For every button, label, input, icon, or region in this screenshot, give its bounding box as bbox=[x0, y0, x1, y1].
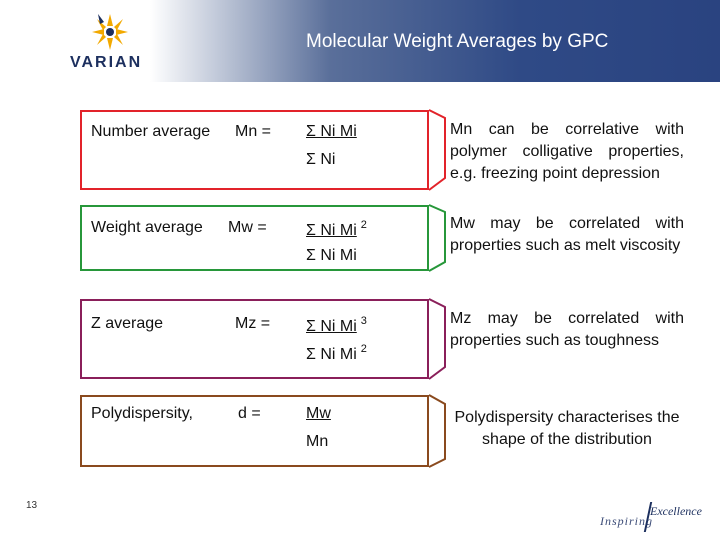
formula-box-z-average bbox=[80, 299, 429, 379]
connector-weight-average bbox=[428, 204, 446, 272]
denominator-polydispersity: Mn bbox=[306, 433, 329, 450]
row-symbol-z-average: Mz = bbox=[235, 315, 271, 332]
inspiring-excellence-logo: Inspiring Excellence bbox=[596, 500, 714, 536]
row-label-polydispersity: Polydispersity, bbox=[91, 405, 193, 422]
connector-polydispersity bbox=[428, 394, 446, 468]
page-number: 13 bbox=[26, 500, 38, 511]
description-weight-average: Mw may be correlated with properties suc… bbox=[450, 215, 684, 254]
row-label-z-average: Z average bbox=[91, 315, 164, 332]
formula-box-polydispersity bbox=[80, 395, 429, 467]
numerator-polydispersity: Mw bbox=[306, 405, 331, 422]
description-z-average: Mz may be correlated with properties suc… bbox=[450, 310, 684, 349]
tagline-right: Excellence bbox=[650, 504, 702, 518]
description-polydispersity: Polydispersity characterises the shape o… bbox=[454, 409, 680, 448]
formula-box-number-average bbox=[80, 110, 429, 190]
row-label-number-average: Number average bbox=[91, 123, 211, 140]
denominator-exponent: 2 bbox=[360, 343, 367, 355]
numerator-exponent: 3 bbox=[360, 315, 367, 327]
starburst-logo-icon bbox=[92, 14, 128, 50]
page-title: Molecular Weight Averages by GPC bbox=[306, 31, 609, 52]
numerator-z-average: Σ Ni Mi 3 bbox=[306, 315, 367, 335]
header-banner: VARIAN Molecular Weight Averages by GPC bbox=[0, 0, 720, 82]
connector-z-average bbox=[428, 298, 446, 380]
row-symbol-polydispersity: d = bbox=[238, 405, 261, 422]
row-symbol-number-average: Mn = bbox=[235, 123, 272, 140]
numerator-exponent: 2 bbox=[360, 219, 367, 231]
denominator-weight-average: Σ Ni Mi bbox=[306, 247, 357, 264]
row-symbol-weight-average: Mw = bbox=[228, 219, 267, 236]
description-number-average: Mn can be correlative with polymer colli… bbox=[450, 121, 684, 182]
denominator-z-average: Σ Ni Mi 2 bbox=[306, 343, 367, 363]
numerator-weight-average: Σ Ni Mi 2 bbox=[306, 219, 367, 239]
connector-number-average bbox=[428, 109, 446, 191]
formula-box-weight-average bbox=[80, 205, 429, 271]
logo-text: VARIAN bbox=[70, 54, 143, 71]
denominator-number-average: Σ Ni bbox=[306, 151, 336, 168]
tagline-left: Inspiring bbox=[600, 514, 654, 528]
numerator-number-average: Σ Ni Mi bbox=[306, 123, 357, 140]
row-label-weight-average: Weight average bbox=[91, 219, 203, 236]
varian-logo: VARIAN bbox=[70, 12, 150, 74]
